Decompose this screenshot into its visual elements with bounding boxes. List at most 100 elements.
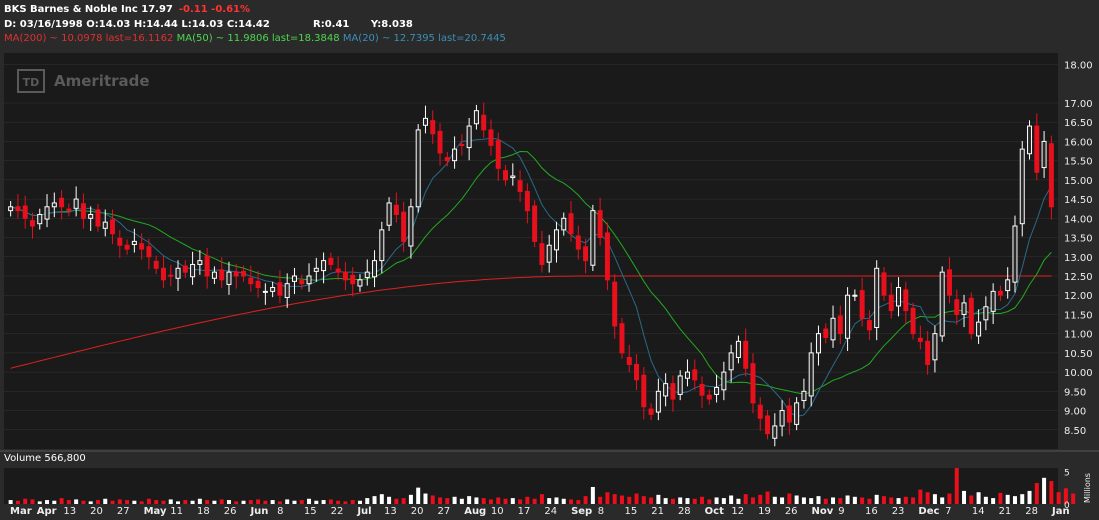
x-tick-label: Apr: [37, 506, 57, 517]
volume-bar: [459, 498, 464, 504]
candle-body: [997, 290, 1003, 296]
y-tick-label: 14.50: [1064, 195, 1093, 206]
ma200-line: [10, 275, 1052, 369]
volume-bar: [263, 500, 268, 504]
volume-bar: [197, 498, 202, 504]
candle-body: [401, 211, 407, 242]
x-tick-label: 16: [865, 506, 878, 517]
candle-body: [15, 206, 21, 212]
volume-bar: [1020, 494, 1025, 504]
candle-body: [692, 369, 698, 381]
x-tick-label: 8: [598, 506, 604, 517]
candle-body: [139, 243, 145, 250]
x-tick-label: Sep: [571, 506, 592, 517]
y-tick-label: 15.00: [1064, 176, 1093, 187]
volume-bar: [365, 498, 370, 504]
volume-bar: [583, 496, 588, 504]
candle-body: [466, 125, 472, 149]
candle-body: [364, 271, 370, 279]
volume-bar: [1049, 481, 1054, 504]
volume-bar: [576, 500, 581, 504]
candle-body: [786, 405, 792, 423]
open-value: O:14.03: [86, 19, 131, 30]
x-tick-label: 23: [892, 506, 905, 517]
candle-body: [233, 271, 239, 277]
y-tick-label: 16.50: [1064, 118, 1093, 129]
x-tick-label: 9: [838, 506, 844, 517]
candle-body: [626, 356, 632, 365]
volume-bar: [518, 499, 523, 504]
candle-body: [735, 340, 741, 358]
volume-bar: [947, 493, 952, 504]
candle-body: [102, 221, 108, 229]
candle-body: [342, 271, 348, 281]
candle-body: [648, 408, 654, 415]
candle-body: [335, 268, 341, 273]
volume-bar: [656, 494, 661, 504]
volume-bar: [168, 499, 173, 504]
volume-bar: [88, 501, 93, 504]
volume-bar: [496, 497, 501, 504]
volume-bar: [772, 496, 777, 504]
candle-body: [823, 328, 829, 339]
volume-bar: [183, 500, 188, 504]
td-logo-text: TD: [23, 76, 40, 89]
y-tick-label: 14.00: [1064, 214, 1093, 225]
volume-bar: [1056, 492, 1061, 504]
x-tick-label: 8: [277, 506, 283, 517]
volume-bar: [889, 497, 894, 504]
candle-body: [553, 229, 559, 251]
volume-bar: [932, 494, 937, 504]
volume-bar: [976, 492, 981, 504]
volume-bar: [750, 497, 755, 504]
candle-body: [437, 130, 443, 154]
volume-bar: [503, 498, 508, 504]
y-tick-label: 12.00: [1064, 291, 1093, 302]
candle-body: [939, 271, 945, 337]
volume-bar: [234, 501, 239, 504]
volume-bar: [969, 495, 974, 504]
volume-bar: [634, 493, 639, 504]
x-tick-label: 17: [518, 506, 531, 517]
candle-body: [1005, 279, 1011, 292]
x-tick-label: 28: [1025, 506, 1038, 517]
volume-bar: [925, 492, 930, 504]
candle-body: [204, 255, 210, 277]
volume-bar: [991, 498, 996, 504]
candle-body: [925, 340, 931, 365]
candle-body: [481, 114, 487, 131]
ma20-legend: MA(20) ~ 12.7395 last=20.7445: [342, 33, 506, 44]
candle-body: [721, 371, 727, 391]
candle-body: [728, 352, 734, 371]
candle-body: [517, 180, 523, 192]
volume-bar: [787, 493, 792, 504]
volume-bar: [983, 496, 988, 504]
y-tick-label: 13.50: [1064, 234, 1093, 245]
volume-bar: [379, 494, 384, 504]
volume-bar: [256, 499, 261, 504]
volume-bar: [30, 499, 35, 504]
x-tick-label: 15: [304, 506, 317, 517]
volume-bar: [394, 498, 399, 504]
volume-bar: [307, 498, 312, 504]
x-tick-label: Jul: [356, 506, 371, 517]
volume-bar: [678, 497, 683, 504]
candle-body: [954, 299, 960, 315]
volume-bar: [758, 494, 763, 504]
candle-body: [44, 206, 50, 220]
range-values: R:0.41 Y:8.038: [313, 19, 413, 30]
volume-bar: [52, 500, 57, 504]
y-tick-label: 13.00: [1064, 253, 1093, 264]
volume-bar: [474, 497, 479, 504]
y-tick-label: 16.00: [1064, 137, 1093, 148]
volume-bar: [452, 496, 457, 504]
candle-body: [291, 275, 297, 282]
x-tick-label: Oct: [705, 506, 724, 517]
symbol-line: BKS Barnes & Noble Inc 17.97 -0.11 -0.61%: [4, 4, 250, 15]
candle-body: [299, 280, 305, 285]
candle-body: [321, 260, 327, 272]
y-tick-label: 15.50: [1064, 157, 1093, 168]
volume-bar: [736, 498, 741, 504]
candle-body: [903, 289, 909, 312]
